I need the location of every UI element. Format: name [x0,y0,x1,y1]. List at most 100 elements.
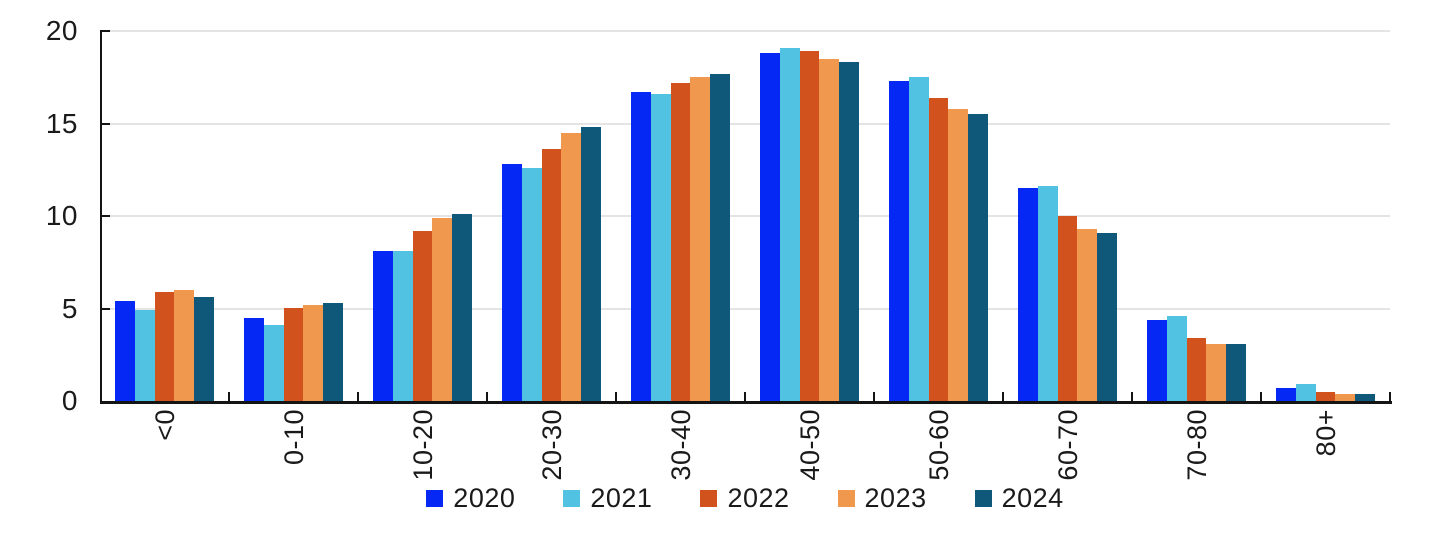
legend-swatch-icon [426,489,444,507]
x-axis-tick [1002,392,1004,401]
bar-2024-0-10 [323,303,343,401]
bar-2023-40-50 [819,59,839,401]
legend-label: 2023 [864,483,927,513]
bar-2021-0-10 [264,325,284,401]
legend-item-2023: 2023 [837,483,927,513]
legend-item-2021: 2021 [563,483,652,513]
bar-2024-30-40 [710,74,730,401]
legend-swatch-icon [700,489,718,507]
bar-2020-80+ [1276,388,1296,401]
y-axis-tick [100,215,110,217]
x-axis-category-label: 10-20 [407,409,438,481]
bar-2021-20-30 [522,168,542,401]
bar-2024-70-80 [1226,344,1246,401]
legend-item-2024: 2024 [974,483,1064,513]
y-axis-tick-label: 5 [61,292,78,324]
y-axis-tick [100,307,110,310]
legend-swatch-icon [837,489,855,507]
legend-item-2020: 2020 [426,483,515,513]
x-axis-category-label: <0 [149,409,180,441]
bar-2021-10-20 [393,251,413,401]
y-axis-tick-label: 10 [45,200,78,231]
x-axis-tick [228,392,230,401]
x-axis-category-label: 40-50 [794,409,825,481]
legend-swatch-icon [563,489,581,507]
bar-2024-<0 [194,297,214,401]
bar-2023-30-40 [690,77,710,401]
y-axis-tick [100,30,110,32]
bar-2020-50-60 [889,81,909,401]
x-axis-tick [744,392,746,401]
x-axis-tick [1131,392,1133,401]
legend-label: 2020 [453,483,516,513]
x-axis-category-label: 70-80 [1181,409,1212,481]
gridline [100,215,1390,217]
bar-2024-60-70 [1097,233,1117,401]
bar-2020-0-10 [244,318,264,401]
gridline [100,30,1390,32]
legend-label: 2022 [727,483,790,513]
bar-2024-10-20 [452,214,472,401]
bar-2020-10-20 [373,251,393,401]
bar-2021-60-70 [1038,186,1058,401]
x-axis [100,401,1392,404]
bar-2022-40-50 [800,51,819,401]
x-axis-category-label: 80+ [1310,409,1341,457]
x-axis-tick [357,392,359,401]
bar-2023-50-60 [948,109,968,401]
x-axis-tick [486,392,488,401]
bar-2022-0-10 [284,308,303,401]
legend-swatch-icon [974,489,992,507]
bar-2023-60-70 [1077,229,1097,401]
bar-2020-70-80 [1147,320,1167,401]
bar-2023-<0 [174,290,194,401]
bar-2021-<0 [135,310,155,401]
x-axis-tick [873,392,875,401]
bar-2022-<0 [155,292,174,401]
legend-item-2022: 2022 [700,483,789,513]
bar-2021-40-50 [780,48,800,401]
bar-2020-20-30 [502,164,522,401]
bar-2024-50-60 [968,114,988,401]
y-axis-tick-label: 0 [61,385,78,416]
y-axis-tick-label: 20 [45,15,78,46]
bar-2023-10-20 [432,218,452,401]
bar-2022-80+ [1316,392,1335,401]
legend-label: 2021 [590,483,653,513]
bar-2022-50-60 [929,98,948,401]
bar-2022-20-30 [542,149,561,401]
chart-legend: 2020 2021 2022 2023 2024 [100,483,1390,513]
bar-2023-80+ [1335,394,1355,401]
bar-2023-70-80 [1206,344,1226,401]
y-axis-tick-label: 15 [45,107,78,139]
x-axis-category-label: 0-10 [278,409,309,466]
bar-2021-70-80 [1167,316,1187,401]
bar-2020-<0 [115,301,135,401]
bar-2024-80+ [1355,394,1375,401]
bar-2020-40-50 [760,53,780,401]
bar-2023-0-10 [303,305,323,401]
bar-2024-40-50 [839,62,859,401]
y-axis [100,31,102,401]
bar-2021-30-40 [651,94,671,401]
bar-2022-60-70 [1058,216,1077,401]
bar-2022-70-80 [1187,338,1206,401]
x-axis-category-label: 50-60 [923,409,954,481]
bar-2021-80+ [1296,384,1316,401]
x-axis-tick [1260,392,1262,401]
x-axis-category-label: 30-40 [665,409,696,481]
legend-label: 2024 [1001,483,1064,513]
bar-2024-20-30 [581,127,601,401]
bar-2020-60-70 [1018,188,1038,401]
x-axis-tick [1389,392,1391,401]
x-axis-category-label: 20-30 [536,409,567,481]
bar-2021-50-60 [909,77,929,401]
gridline [100,122,1390,125]
gridline [100,307,1390,310]
bar-2022-10-20 [413,231,432,401]
bar-2023-20-30 [561,133,581,401]
y-axis-tick [100,122,110,125]
x-axis-tick [615,392,617,401]
x-axis-category-label: 60-70 [1052,409,1083,481]
